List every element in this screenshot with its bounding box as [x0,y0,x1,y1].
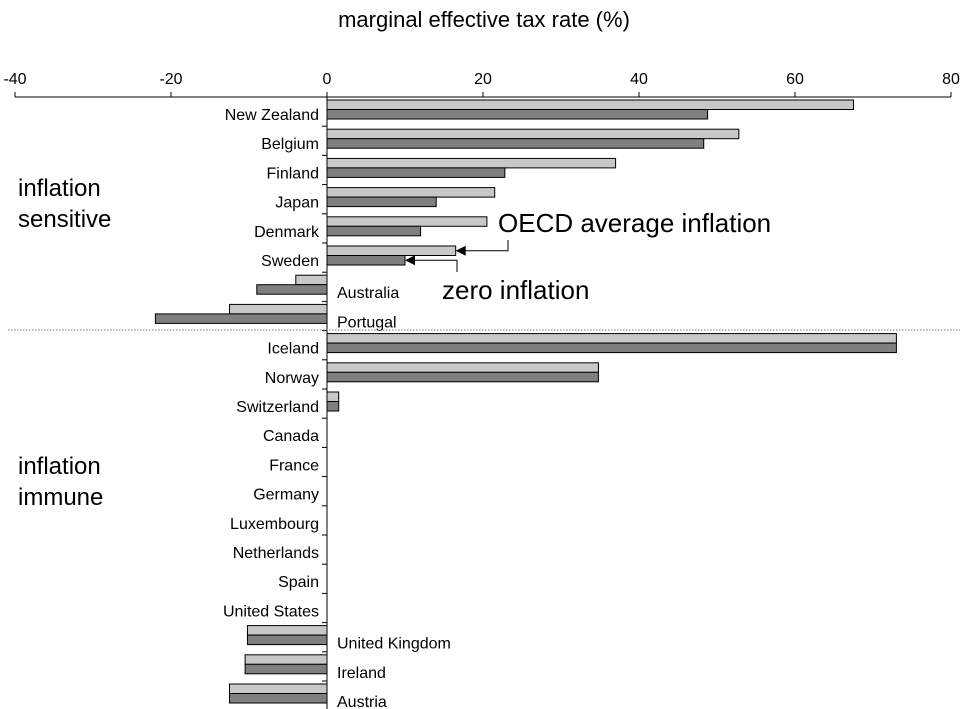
category-label: Austria [337,694,387,709]
annotation-leader [463,240,509,252]
x-tick-label: 0 [323,71,332,88]
bars [154,99,897,704]
x-axis: -40 -20 0 20 40 60 80 [3,71,960,709]
bar-zero-inflation [326,167,506,178]
bar-oecd-avg [326,157,617,169]
bar-oecd-avg [326,187,496,198]
category-label: Belgium [261,136,319,153]
category-label: Canada [263,428,319,445]
category-label: Ireland [337,665,386,682]
bar-zero-inflation [246,634,328,646]
category-label: Norway [265,370,319,387]
category-labels: New Zealand Belgium Finland Japan Denmark Swe… [223,107,451,709]
category-label: Australia [337,285,399,302]
category-label: Denmark [254,224,320,241]
x-tick-label: 60 [786,71,804,88]
group-label: sensitive [18,206,111,233]
bar-oecd-avg [326,245,457,256]
category-label: New Zealand [225,107,319,124]
bar-zero-inflation [326,109,709,120]
annotation-arrowhead [405,255,415,266]
category-label: Netherlands [233,545,319,562]
category-label: Luxembourg [230,516,319,533]
bar-oecd-avg [326,99,854,110]
annotations: OECD average inflation zero inflation [405,208,771,305]
group-label: inflation [18,175,101,202]
bar-zero-inflation [154,313,328,324]
x-tick-label: -20 [159,71,182,88]
bar-zero-inflation [326,255,406,266]
bar-zero-inflation [326,138,705,149]
bar-oecd-avg [326,391,340,402]
category-label: Japan [275,195,319,212]
bar-oecd-avg [326,362,599,373]
annotation-leader [413,259,458,272]
bar-zero-inflation [326,401,340,412]
category-label: United Kingdom [337,636,451,653]
x-tick-label: -40 [3,71,26,88]
group-label: inflation [18,453,101,480]
category-label: Finland [267,165,319,182]
bar-oecd-avg [295,274,328,286]
x-tick-label: 20 [474,71,492,88]
annotation-label: zero inflation [442,275,589,305]
bar-zero-inflation [326,371,599,383]
chart-title: marginal effective tax rate (%) [338,7,630,32]
category-label: France [269,457,319,474]
bar-zero-inflation [326,196,437,208]
bar-oecd-avg [229,683,328,694]
bar-oecd-avg [326,128,740,140]
bar-zero-inflation [229,693,328,704]
annotation-label: OECD average inflation [498,208,771,238]
bar-zero-inflation [326,225,422,237]
bar-oecd-avg [326,333,897,344]
bar-oecd-avg [326,216,488,227]
bar-oecd-avg [244,654,328,665]
category-label: Iceland [267,341,319,358]
category-label: Sweden [261,253,319,270]
category-label: United States [223,603,319,620]
category-label: Portugal [337,314,397,331]
group-label: immune [18,484,103,511]
bar-zero-inflation [256,284,328,295]
bar-zero-inflation [326,342,897,354]
x-tick-label: 80 [942,71,960,88]
category-label: Germany [253,487,319,504]
bar-oecd-avg [246,625,328,636]
annotation-arrowhead [455,245,466,256]
x-tick-label: 40 [630,71,648,88]
bar-oecd-avg [229,303,328,315]
category-label: Switzerland [236,399,319,416]
group-labels: inflation sensitive inflation immune [18,175,111,511]
bar-zero-inflation [244,663,328,675]
category-label: Spain [278,574,319,591]
